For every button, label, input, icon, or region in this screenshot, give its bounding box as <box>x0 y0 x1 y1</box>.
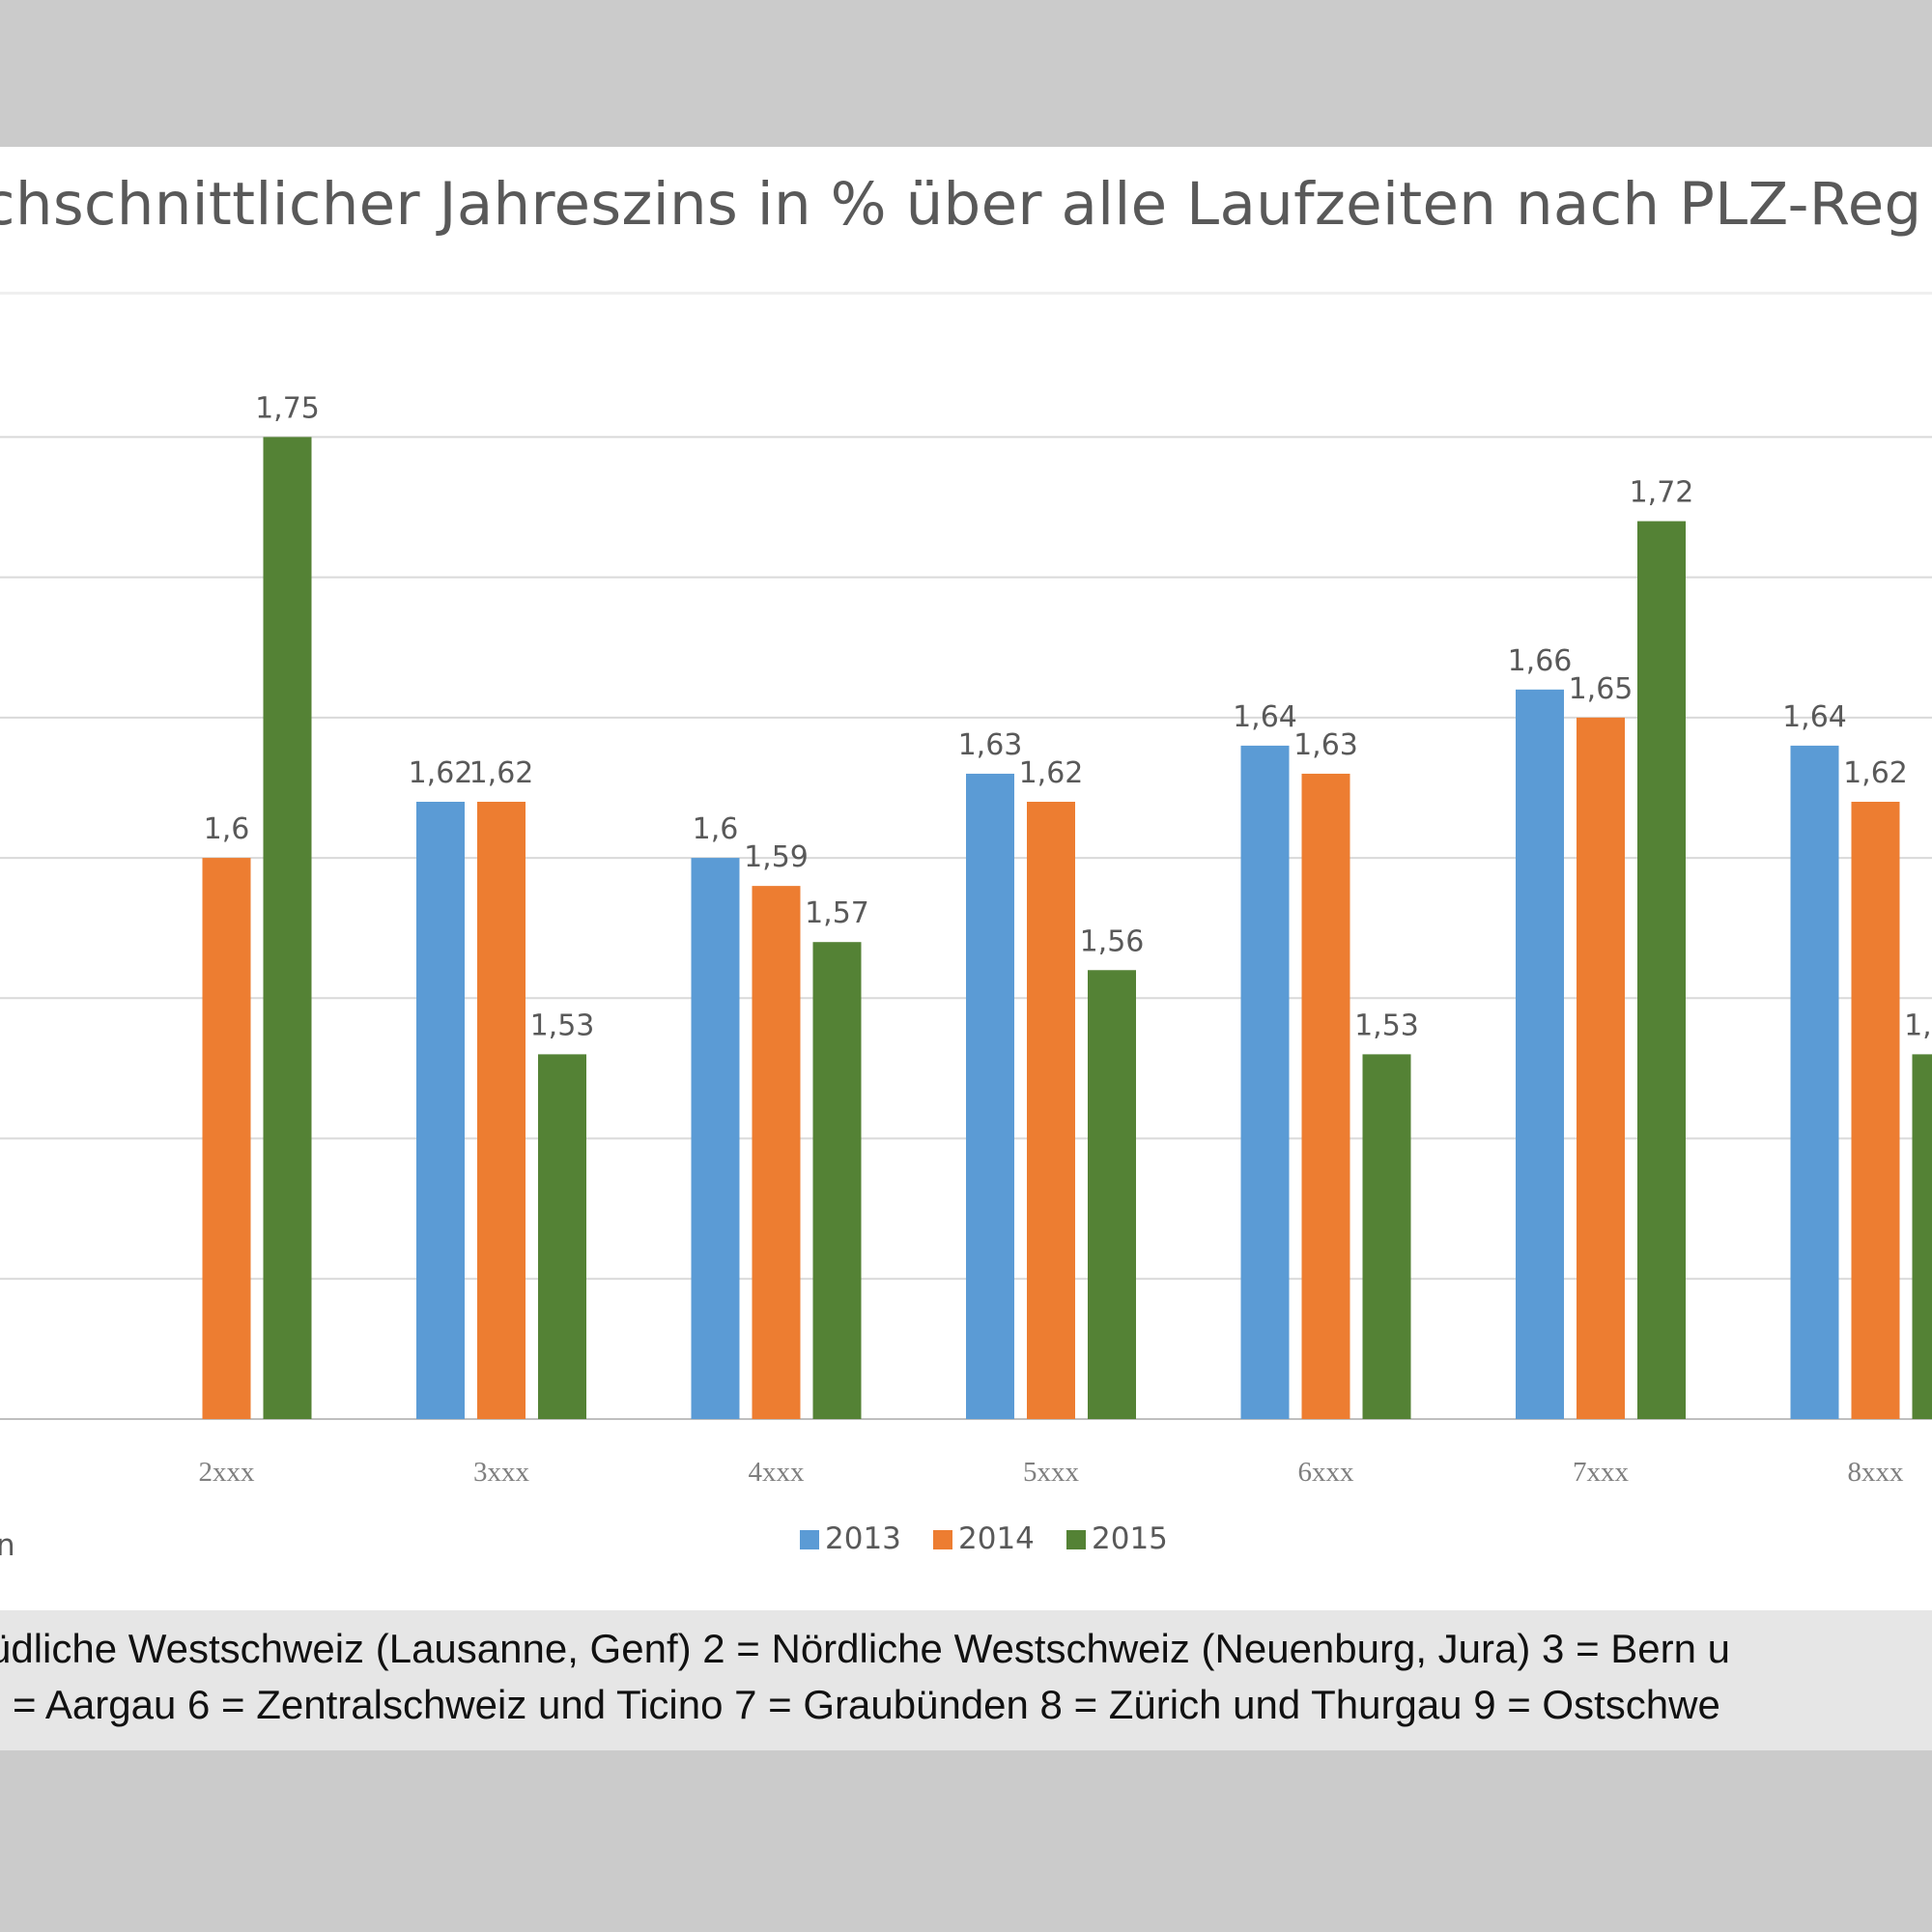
axis-note: n <box>0 1528 15 1563</box>
chart-title: rchschnittlicher Jahreszins in % über al… <box>0 170 1922 239</box>
caption-line-2: 5 = Aargau 6 = Zentralschweiz und Ticino… <box>0 1682 1720 1727</box>
category-label-6xxx: 6xxx <box>1298 1457 1355 1488</box>
legend-label-2013: 2013 <box>825 1521 901 1556</box>
data-label-2014-6xxx: 1,63 <box>1293 728 1358 762</box>
bar-2013-3xxx <box>416 801 465 1419</box>
legend-swatch-2013 <box>800 1530 819 1549</box>
bar-2015-5xxx <box>1088 970 1136 1419</box>
bar-2013-5xxx <box>966 773 1014 1419</box>
category-label-8xxx: 8xxx <box>1848 1457 1905 1488</box>
data-label-2015-7xxx: 1,72 <box>1630 476 1694 510</box>
data-label-2015-8xxx: 1,53 <box>1904 1009 1932 1042</box>
data-label-2014-2xxx: 1,6 <box>204 812 250 846</box>
bar-2013-7xxx <box>1516 689 1564 1419</box>
bar-2015-3xxx <box>538 1054 586 1419</box>
bar-2014-6xxx <box>1301 773 1350 1419</box>
data-label-2015-2xxx: 1,75 <box>255 391 320 425</box>
data-label-2014-7xxx: 1,65 <box>1569 672 1634 706</box>
data-label-2015-5xxx: 1,56 <box>1080 924 1145 958</box>
legend-item-2013: 2013 <box>800 1521 901 1556</box>
data-label-2015-4xxx: 1,57 <box>805 896 869 930</box>
bar-2014-8xxx <box>1851 801 1900 1419</box>
category-label-3xxx: 3xxx <box>473 1457 530 1488</box>
data-label-2014-3xxx: 1,62 <box>469 756 534 790</box>
bar-2015-8xxx <box>1912 1054 1932 1419</box>
chart-panel: rchschnittlicher Jahreszins in % über al… <box>0 147 1932 1610</box>
bar-2014-5xxx <box>1027 801 1075 1419</box>
bar-2014-7xxx <box>1577 717 1625 1419</box>
data-label-2013-6xxx: 1,64 <box>1233 700 1297 734</box>
bar-2013-4xxx <box>691 858 740 1419</box>
legend-item-2014: 2014 <box>933 1521 1035 1556</box>
bar-chart-plot: 621,621,61,631,641,661,641,61,61,621,591… <box>0 391 1932 1563</box>
caption-line-1: üdliche Westschweiz (Lausanne, Genf) 2 =… <box>0 1626 1731 1671</box>
data-label-2014-8xxx: 1,62 <box>1843 756 1908 790</box>
bar-2015-6xxx <box>1362 1054 1411 1419</box>
bar-2014-2xxx <box>202 858 251 1419</box>
data-label-2013-3xxx: 1,62 <box>409 756 473 790</box>
category-label-4xxx: 4xxx <box>749 1457 806 1488</box>
legend-swatch-2015 <box>1066 1530 1086 1549</box>
category-label-7xxx: 7xxx <box>1573 1457 1630 1488</box>
data-label-2015-6xxx: 1,53 <box>1354 1009 1419 1042</box>
title-divider <box>0 292 1932 295</box>
legend-label-2014: 2014 <box>958 1521 1035 1556</box>
bar-2014-3xxx <box>477 801 526 1419</box>
bar-2013-6xxx <box>1240 745 1290 1419</box>
data-label-2013-7xxx: 1,66 <box>1508 644 1573 678</box>
bar-2015-7xxx <box>1637 521 1686 1419</box>
data-label-2015-3xxx: 1,53 <box>530 1009 595 1042</box>
data-label-2014-5xxx: 1,62 <box>1019 756 1084 790</box>
data-label-2013-4xxx: 1,6 <box>693 812 739 846</box>
category-label-2xxx: 2xxx <box>199 1457 256 1488</box>
bar-2013-8xxx <box>1790 745 1839 1419</box>
data-label-2013-8xxx: 1,64 <box>1782 700 1847 734</box>
bar-2014-4xxx <box>752 886 801 1419</box>
bar-2015-2xxx <box>263 437 312 1419</box>
legend-item-2015: 2015 <box>1066 1521 1168 1556</box>
data-label-2013-5xxx: 1,63 <box>958 728 1023 762</box>
bar-2015-4xxx <box>812 942 862 1419</box>
data-label-2014-4xxx: 1,59 <box>744 840 809 874</box>
category-label-5xxx: 5xxx <box>1023 1457 1080 1488</box>
caption-strip: üdliche Westschweiz (Lausanne, Genf) 2 =… <box>0 1610 1932 1750</box>
legend-swatch-2014 <box>933 1530 952 1549</box>
legend-label-2015: 2015 <box>1092 1521 1168 1556</box>
